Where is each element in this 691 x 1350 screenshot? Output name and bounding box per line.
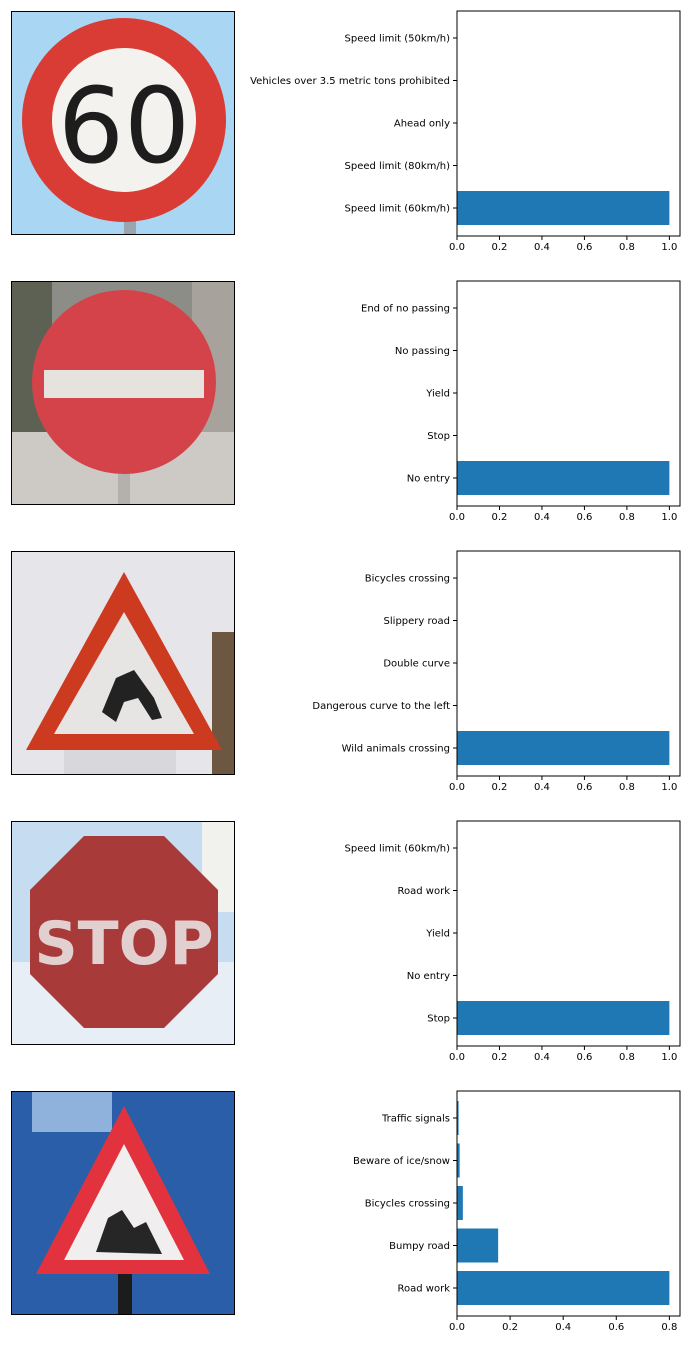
category-label: Speed limit (50km/h) <box>345 34 451 45</box>
stop-sign-icon: STOP <box>12 822 234 1044</box>
speed-limit-60-sign-image: 60 <box>11 11 235 235</box>
bar <box>457 1001 670 1035</box>
bar <box>457 1271 670 1305</box>
x-tick-label: 1.0 <box>661 242 677 253</box>
x-tick-label: 0.0 <box>449 512 465 523</box>
road-work-sign-image <box>11 1091 235 1315</box>
x-tick-label: 0.4 <box>534 512 550 523</box>
category-label: Road work <box>398 1284 451 1295</box>
chart-5: Road work Bumpy road Bicycles crossing Bewa… <box>353 1090 681 1333</box>
x-tick-label: 0.2 <box>492 782 508 793</box>
category-label: Yield <box>425 929 450 940</box>
category-label: Dangerous curve to the left <box>312 701 450 712</box>
bar <box>457 731 670 765</box>
x-tick-label: 1.0 <box>661 782 677 793</box>
prediction-row: Wild animals crossing Dangerous curve to … <box>0 540 691 810</box>
bar <box>457 461 670 495</box>
category-label: Bumpy road <box>389 1241 450 1252</box>
category-label: Traffic signals <box>381 1114 450 1125</box>
x-tick-label: 1.0 <box>661 1052 677 1063</box>
category-label: Stop <box>427 431 450 442</box>
bar <box>457 1186 463 1220</box>
x-tick-label: 0.2 <box>492 242 508 253</box>
category-label: Ahead only <box>394 119 450 130</box>
chart-4: Stop No entry Yield Road work Speed limit (6… <box>345 820 681 1063</box>
speed-limit-60-sign-icon: 60 <box>12 12 234 234</box>
category-label: Road work <box>398 886 451 897</box>
prediction-row: No entry Stop Yield No passing End of no pas… <box>0 270 691 540</box>
x-tick-label: 0.0 <box>449 1322 465 1333</box>
x-tick-label: 0.8 <box>619 1052 635 1063</box>
category-label: No entry <box>407 971 450 982</box>
bar <box>457 1228 499 1263</box>
category-label: No passing <box>395 346 450 357</box>
x-tick-label: 0.4 <box>534 242 550 253</box>
category-label: Double curve <box>383 659 450 670</box>
x-tick-label: 0.6 <box>576 512 592 523</box>
category-label: Bicycles crossing <box>365 1199 450 1210</box>
chart-2: No entry Stop Yield No passing End of no pas… <box>361 280 681 523</box>
x-tick-label: 0.2 <box>492 512 508 523</box>
no-entry-sign-icon <box>12 282 234 504</box>
svg-text:60: 60 <box>58 65 190 187</box>
x-tick-label: 0.6 <box>576 1052 592 1063</box>
bar <box>457 1143 460 1178</box>
prediction-row: Road work Bumpy road Bicycles crossing Bewa… <box>0 1080 691 1350</box>
x-tick-label: 0.8 <box>619 512 635 523</box>
x-tick-label: 0.8 <box>619 782 635 793</box>
category-label: End of no passing <box>361 304 450 315</box>
chart-1: Speed limit (60km/h) Speed limit (80km/h)… <box>250 10 681 253</box>
chart-3: Wild animals crossing Dangerous curve to … <box>312 550 681 793</box>
x-tick-label: 0.0 <box>449 782 465 793</box>
prediction-row: STOP Stop No entry Yield Road work Speed lim… <box>0 810 691 1080</box>
category-label: Beware of ice/snow <box>353 1156 450 1167</box>
x-tick-label: 0.8 <box>619 242 635 253</box>
x-tick-label: 0.4 <box>534 1052 550 1063</box>
category-label: Wild animals crossing <box>342 744 450 755</box>
category-label: No entry <box>407 474 450 485</box>
stop-sign-image: STOP <box>11 821 235 1045</box>
bar <box>457 1101 459 1135</box>
category-label: Speed limit (60km/h) <box>345 204 451 215</box>
wild-animals-crossing-sign-image <box>11 551 235 775</box>
category-label: Speed limit (80km/h) <box>345 161 451 172</box>
x-tick-label: 1.0 <box>661 512 677 523</box>
x-tick-label: 0.0 <box>449 242 465 253</box>
x-tick-label: 0.6 <box>608 1322 624 1333</box>
wild-animals-crossing-sign-icon <box>12 552 234 774</box>
x-tick-label: 0.4 <box>534 782 550 793</box>
svg-text:STOP: STOP <box>34 909 213 979</box>
category-label: Slippery road <box>384 616 450 627</box>
road-work-sign-icon <box>12 1092 234 1314</box>
category-label: Vehicles over 3.5 metric tons prohibited <box>250 76 450 87</box>
prediction-row: 60 Speed limit (60km/h) Speed limit (80km… <box>0 0 691 270</box>
x-tick-label: 0.2 <box>492 1052 508 1063</box>
x-tick-label: 0.2 <box>502 1322 518 1333</box>
x-tick-label: 0.8 <box>661 1322 677 1333</box>
x-tick-label: 0.0 <box>449 1052 465 1063</box>
no-entry-sign-image <box>11 281 235 505</box>
category-label: Stop <box>427 1014 450 1025</box>
x-tick-label: 0.4 <box>555 1322 571 1333</box>
bar <box>457 191 670 225</box>
x-tick-label: 0.6 <box>576 782 592 793</box>
category-label: Speed limit (60km/h) <box>345 844 451 855</box>
category-label: Yield <box>425 389 450 400</box>
category-label: Bicycles crossing <box>365 574 450 585</box>
x-tick-label: 0.6 <box>576 242 592 253</box>
